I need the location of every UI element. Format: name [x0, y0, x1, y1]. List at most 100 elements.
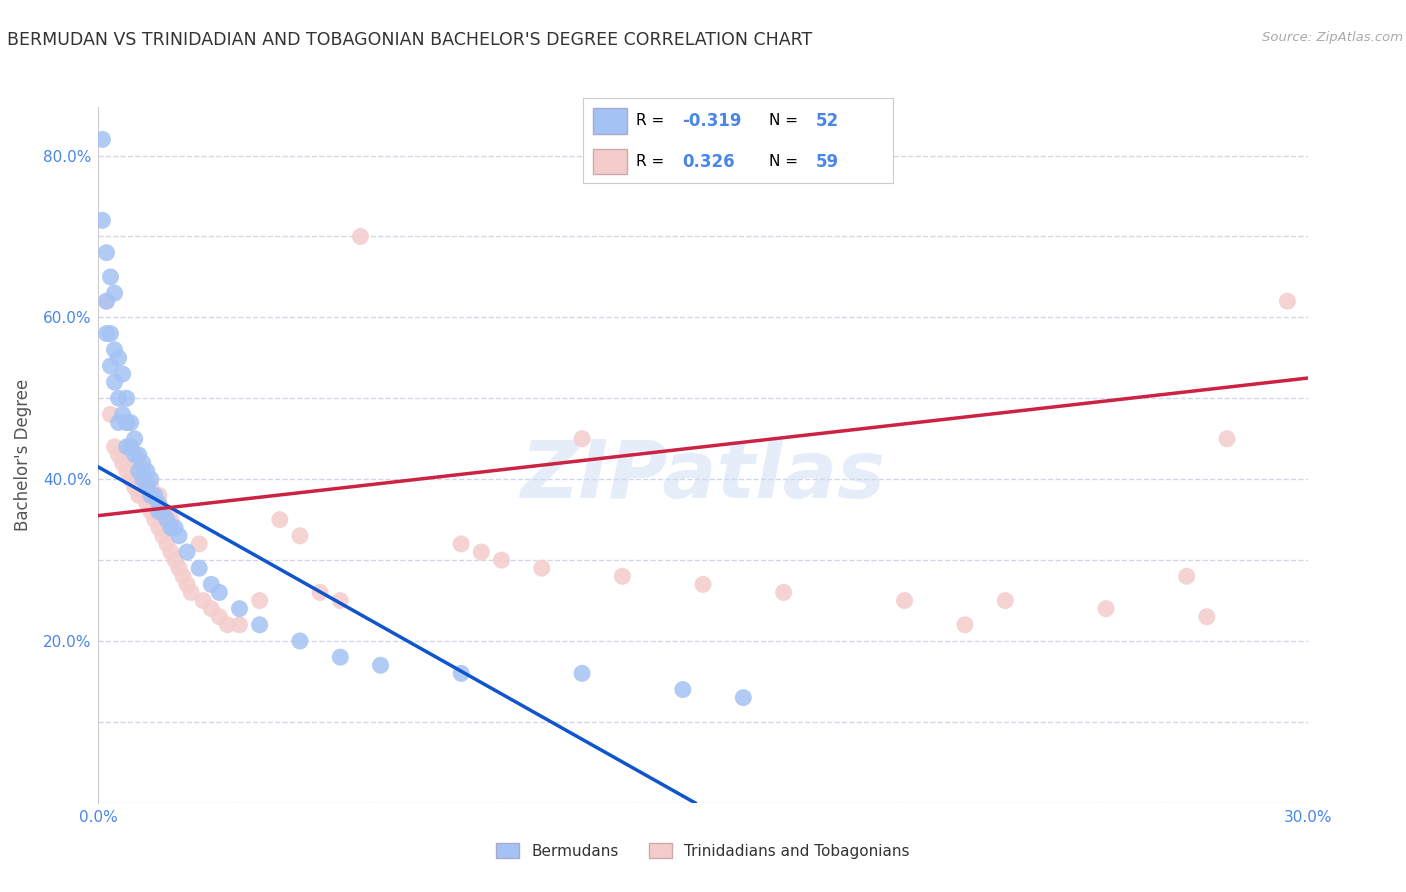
Point	[115, 464, 138, 478]
Text: R =: R =	[636, 113, 669, 128]
Point	[470, 545, 492, 559]
Point	[132, 472, 155, 486]
Point	[208, 585, 231, 599]
Point	[128, 488, 150, 502]
Point	[329, 593, 352, 607]
Text: -0.319: -0.319	[682, 112, 742, 130]
Point	[96, 294, 118, 309]
Point	[132, 464, 155, 478]
Point	[160, 521, 183, 535]
Point	[176, 577, 198, 591]
Point	[107, 351, 129, 365]
Point	[612, 569, 634, 583]
Point	[91, 132, 114, 146]
Text: ZIPatlas: ZIPatlas	[520, 437, 886, 515]
Text: 59: 59	[815, 153, 838, 170]
Text: BERMUDAN VS TRINIDADIAN AND TOBAGONIAN BACHELOR'S DEGREE CORRELATION CHART: BERMUDAN VS TRINIDADIAN AND TOBAGONIAN B…	[7, 31, 813, 49]
Point	[208, 609, 231, 624]
Point	[152, 529, 174, 543]
Point	[172, 569, 194, 583]
Point	[111, 367, 134, 381]
Point	[571, 432, 593, 446]
Point	[288, 634, 311, 648]
Text: 52: 52	[815, 112, 838, 130]
Point	[111, 456, 134, 470]
Point	[200, 601, 222, 615]
Point	[124, 448, 146, 462]
FancyBboxPatch shape	[593, 149, 627, 175]
Point	[1277, 294, 1299, 309]
Point	[450, 537, 472, 551]
Point	[148, 496, 170, 510]
Point	[1216, 432, 1239, 446]
Point	[249, 617, 271, 632]
Point	[120, 440, 142, 454]
Point	[135, 472, 157, 486]
Point	[115, 392, 138, 406]
Point	[107, 448, 129, 462]
Point	[160, 513, 183, 527]
Point	[139, 472, 162, 486]
Point	[139, 504, 162, 518]
Point	[571, 666, 593, 681]
Point	[148, 488, 170, 502]
Point	[167, 529, 190, 543]
Point	[269, 513, 291, 527]
Point	[530, 561, 553, 575]
Point	[491, 553, 513, 567]
Point	[148, 521, 170, 535]
Point	[107, 392, 129, 406]
Point	[115, 440, 138, 454]
Point	[96, 294, 118, 309]
Point	[188, 537, 211, 551]
Point	[143, 488, 166, 502]
Point	[115, 416, 138, 430]
Point	[120, 416, 142, 430]
Point	[139, 488, 162, 502]
Point	[96, 245, 118, 260]
Point	[152, 504, 174, 518]
Point	[176, 545, 198, 559]
Point	[115, 416, 138, 430]
Point	[953, 617, 976, 632]
Point	[193, 593, 215, 607]
Point	[370, 658, 392, 673]
Text: N =: N =	[769, 113, 803, 128]
Point	[692, 577, 714, 591]
Point	[228, 601, 250, 615]
Point	[167, 561, 190, 575]
Point	[893, 593, 915, 607]
Point	[994, 593, 1017, 607]
Point	[180, 585, 202, 599]
Point	[100, 408, 122, 422]
Point	[309, 585, 332, 599]
Point	[160, 545, 183, 559]
Point	[156, 537, 179, 551]
Point	[163, 553, 186, 567]
Point	[143, 513, 166, 527]
Point	[135, 464, 157, 478]
Point	[103, 343, 125, 357]
Point	[148, 504, 170, 518]
Point	[135, 480, 157, 494]
Point	[156, 513, 179, 527]
Point	[100, 359, 122, 373]
Point	[100, 269, 122, 284]
Point	[163, 521, 186, 535]
Point	[132, 456, 155, 470]
Point	[1175, 569, 1198, 583]
Point	[329, 650, 352, 665]
Point	[249, 593, 271, 607]
Point	[103, 440, 125, 454]
Point	[103, 286, 125, 301]
Text: R =: R =	[636, 154, 669, 169]
Point	[188, 561, 211, 575]
Point	[91, 213, 114, 227]
Point	[128, 464, 150, 478]
Point	[152, 504, 174, 518]
Point	[107, 416, 129, 430]
Point	[120, 440, 142, 454]
Point	[128, 456, 150, 470]
Point	[1195, 609, 1218, 624]
Point	[111, 408, 134, 422]
